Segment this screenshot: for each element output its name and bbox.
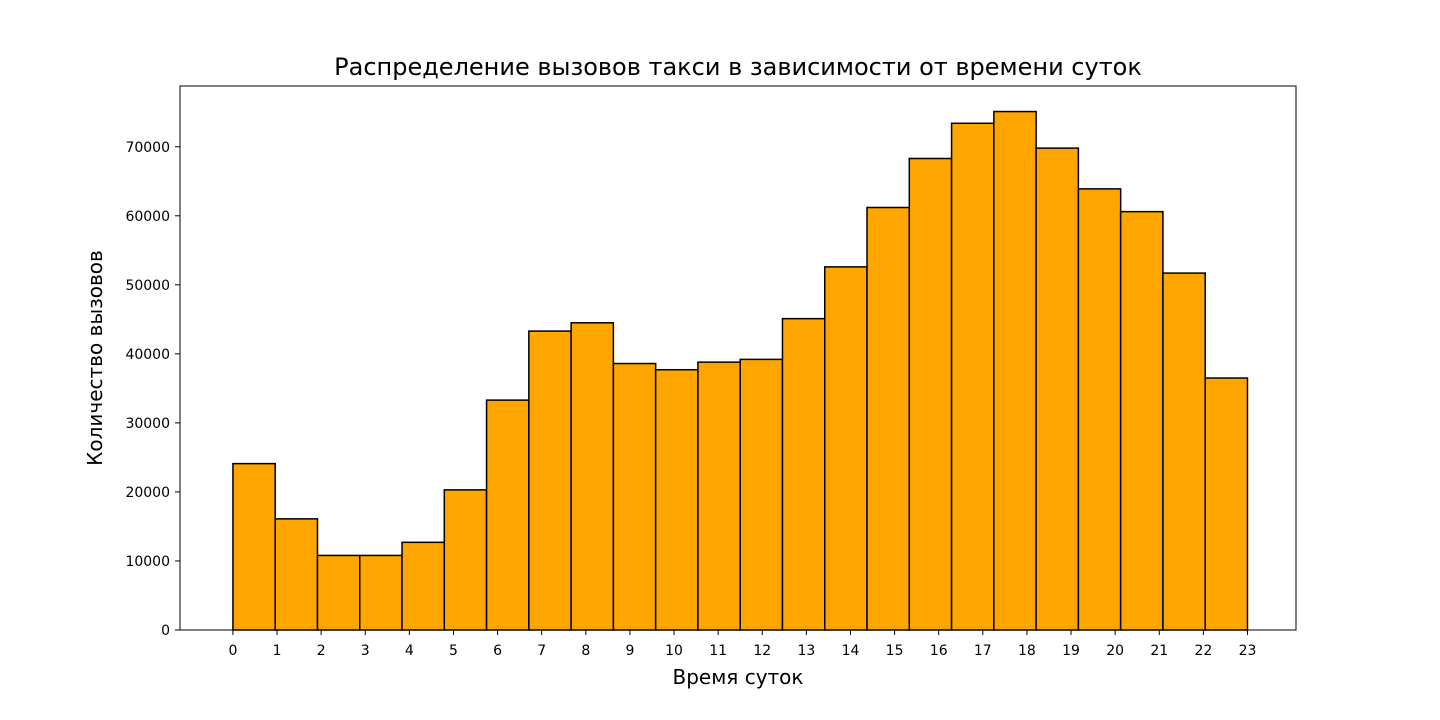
x-axis-ticks: 0 1 2 3 4 5 6 7 8 9 10 11 12 13 14 15 16 17 18 19 20 21 22 23 — [228, 630, 1256, 659]
bar-20 — [1077, 188, 1122, 631]
bar-21 — [1119, 210, 1164, 631]
bar-16 — [908, 157, 953, 631]
bar-22 — [1162, 272, 1206, 631]
x-tick-label: 10 — [665, 643, 683, 659]
y-axis-ticks: 0 10000 20000 30000 40000 50000 60000 70000 — [125, 140, 180, 639]
bar-14 — [824, 266, 868, 631]
bar-13 — [781, 317, 826, 631]
y-tick-label: 30000 — [125, 416, 170, 432]
x-tick-label: 2 — [317, 643, 326, 659]
x-tick-label: 4 — [405, 643, 414, 659]
y-axis-label: Количество вызовов — [83, 250, 107, 466]
x-tick-label: 23 — [1239, 643, 1257, 659]
x-tick-label: 20 — [1106, 643, 1124, 659]
x-tick-label: 21 — [1150, 643, 1168, 659]
bar-3 — [359, 554, 403, 631]
x-tick-label: 16 — [930, 643, 948, 659]
x-tick-label: 7 — [537, 643, 546, 659]
bar-23 — [1204, 377, 1249, 631]
x-tick-label: 17 — [974, 643, 992, 659]
bar-15 — [866, 206, 911, 631]
plot-frame — [179, 85, 1297, 631]
bar-12 — [739, 358, 784, 631]
y-tick-label: 40000 — [125, 347, 170, 363]
x-axis-label: Время суток — [673, 665, 804, 689]
bar-17 — [950, 122, 995, 631]
y-tick-label: 60000 — [125, 209, 170, 225]
x-tick-label: 5 — [449, 643, 458, 659]
x-tick-label: 3 — [361, 643, 370, 659]
y-tick-label: 50000 — [125, 278, 170, 294]
x-tick-label: 6 — [493, 643, 502, 659]
bar-11 — [697, 361, 741, 631]
bar-5 — [443, 489, 488, 631]
bar-8 — [570, 322, 615, 631]
x-tick-label: 8 — [581, 643, 590, 659]
bar-19 — [1035, 147, 1080, 631]
x-tick-label: 11 — [709, 643, 727, 659]
chart-title: Распределение вызовов такси в зависимост… — [334, 53, 1142, 81]
x-tick-label: 9 — [625, 643, 634, 659]
bar-10 — [654, 368, 699, 631]
x-tick-label: 1 — [273, 643, 282, 659]
y-tick-label: 70000 — [125, 140, 170, 156]
bar-9 — [612, 362, 657, 631]
x-tick-label: 22 — [1194, 643, 1212, 659]
y-tick-label: 10000 — [125, 554, 170, 570]
x-tick-label: 14 — [842, 643, 860, 659]
x-tick-label: 18 — [1018, 643, 1036, 659]
y-tick-label: 20000 — [125, 485, 170, 501]
y-tick-label: 0 — [161, 623, 170, 639]
bars-group — [232, 110, 1249, 631]
bar-4 — [401, 541, 446, 631]
x-tick-label: 13 — [797, 643, 815, 659]
bar-18 — [993, 110, 1037, 631]
x-tick-label: 19 — [1062, 643, 1080, 659]
bar-6 — [485, 399, 530, 631]
bar-7 — [528, 330, 572, 631]
x-tick-label: 15 — [886, 643, 904, 659]
x-tick-label: 0 — [228, 643, 237, 659]
bar-0 — [232, 462, 276, 631]
bar-1 — [274, 518, 319, 631]
bar-2 — [316, 554, 361, 631]
x-tick-label: 12 — [753, 643, 771, 659]
